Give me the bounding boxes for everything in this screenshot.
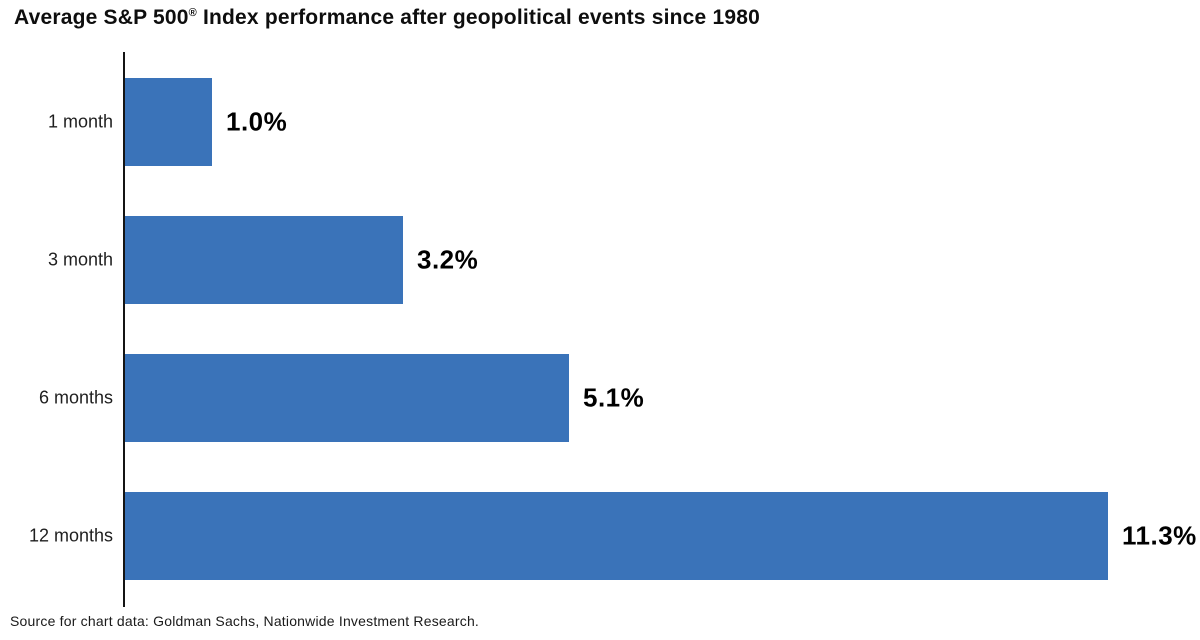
value-label-12-months: 11.3%: [1122, 520, 1197, 551]
plot-area: 1 month 1.0% 3 month 3.2% 6 months 5.1% 12 mon…: [0, 52, 1200, 607]
bar-6-months: [125, 354, 569, 442]
source-note: Source for chart data: Goldman Sachs, Na…: [10, 613, 480, 629]
value-label-6-months: 5.1%: [583, 382, 645, 413]
category-label-12-months: 12 months: [28, 525, 113, 546]
category-label-1-month: 1 month: [47, 111, 113, 132]
category-label-6-months: 6 months: [38, 387, 113, 408]
chart-title: Average S&P 500® Index performance after…: [14, 6, 760, 30]
chart-title-part1: Average S&P 500: [14, 6, 189, 29]
bar-3-month: [125, 216, 403, 304]
category-label-3-month: 3 month: [47, 249, 113, 270]
registered-trademark-symbol: ®: [188, 7, 197, 19]
bar-1-month: [125, 78, 212, 166]
value-label-1-month: 1.0%: [226, 106, 288, 137]
bar-12-months: [125, 492, 1108, 580]
chart-title-part2: Index performance after geopolitical eve…: [196, 6, 760, 29]
y-axis-line: [123, 52, 125, 607]
value-label-3-month: 3.2%: [417, 244, 479, 275]
